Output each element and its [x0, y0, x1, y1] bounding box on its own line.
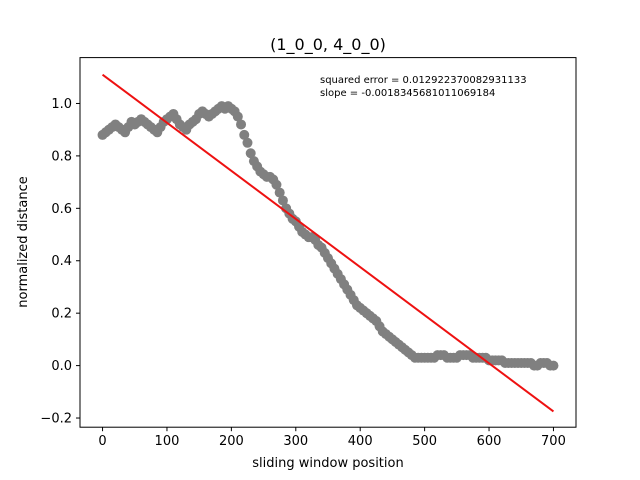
data-point-56	[277, 195, 288, 206]
x-tick-label-3: 300	[283, 434, 308, 449]
x-ticks: 0 100 200 300 400 500 600 700	[98, 427, 566, 449]
annotation-slope: slope = -0.0018345681011069184	[320, 88, 495, 99]
fit-line-layer	[101, 73, 555, 413]
data-point-45	[242, 137, 253, 148]
x-tick-label-5: 500	[412, 434, 437, 449]
y-axis-label: normalized distance	[16, 176, 31, 307]
annotation-squared-error: squared error = 0.012922370082931133	[320, 75, 527, 86]
x-tick-label-7: 700	[541, 434, 566, 449]
data-point-44	[239, 129, 250, 140]
chart-title: (1_0_0, 4_0_0)	[270, 35, 386, 55]
data-point-43	[236, 119, 247, 130]
y-tick-label-1: 0.0	[51, 359, 72, 374]
data-point-46	[245, 148, 256, 159]
x-tick-label-0: 0	[98, 434, 106, 449]
data-point-54	[271, 179, 282, 190]
x-tick-label-1: 100	[155, 434, 180, 449]
y-tick-label-5: 0.8	[51, 149, 72, 164]
x-tick-label-6: 600	[477, 434, 502, 449]
y-tick-label-0: −0.2	[40, 412, 72, 427]
y-tick-label-3: 0.4	[51, 254, 72, 269]
scatter-points	[97, 101, 559, 371]
fit-line	[101, 73, 555, 413]
y-tick-label-4: 0.6	[51, 202, 72, 217]
plot-frame	[79, 57, 577, 428]
x-tick-label-4: 400	[348, 434, 373, 449]
x-tick-label-2: 200	[219, 434, 244, 449]
data-point-55	[274, 187, 285, 198]
x-axis-label: sliding window position	[252, 456, 403, 471]
data-point-140	[548, 360, 559, 371]
y-tick-label-6: 1.0	[51, 97, 72, 112]
y-ticks: −0.2 0.0 0.2 0.4 0.6 0.8 1.0	[40, 97, 80, 427]
data-point-42	[232, 111, 243, 122]
y-tick-label-2: 0.2	[51, 307, 72, 322]
